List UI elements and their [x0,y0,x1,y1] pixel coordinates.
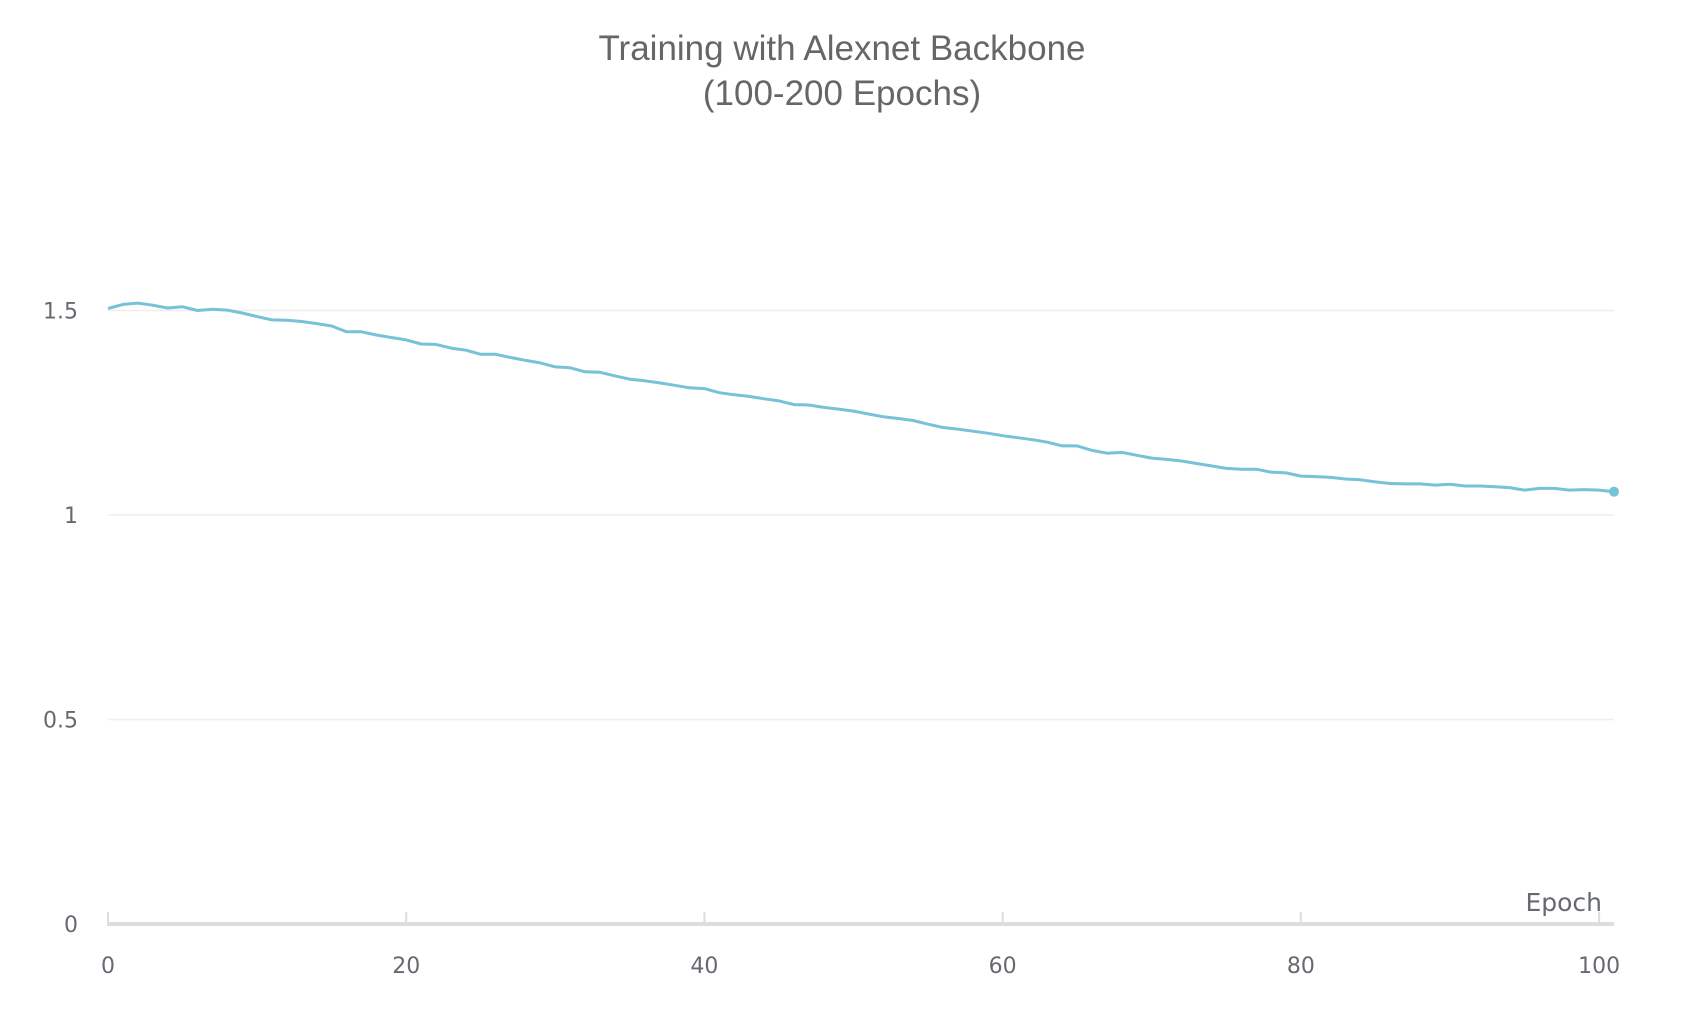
x-tick-label: 80 [1287,954,1315,979]
x-tick-label: 40 [690,954,718,979]
series-line [107,301,1615,494]
y-tick-label: 0.5 [43,709,78,734]
x-tick-label: 0 [101,954,115,979]
x-tick-label: 100 [1578,954,1620,979]
series-end-point [1609,486,1619,497]
chart-title: Training with Alexnet Backbone (100-200 … [598,29,1085,113]
x-axis-label: Epoch [1525,888,1602,917]
chart-title-line-1: Training with Alexnet Backbone [598,29,1085,68]
plot-area [107,301,1619,497]
x-tick-label: 60 [989,954,1017,979]
chart-title-line-2: (100-200 Epochs) [703,74,981,113]
y-axis-tick-labels: 0 0.5 1 1.5 [43,300,78,939]
grid [108,309,1614,721]
x-tick-label: 20 [392,954,420,979]
y-tick-label: 1.5 [43,300,78,325]
x-axis [107,912,1614,926]
y-tick-label: 0 [64,913,78,938]
x-axis-tick-labels: 0 20 40 60 80 100 [101,954,1620,979]
y-tick-label: 1 [64,504,78,529]
